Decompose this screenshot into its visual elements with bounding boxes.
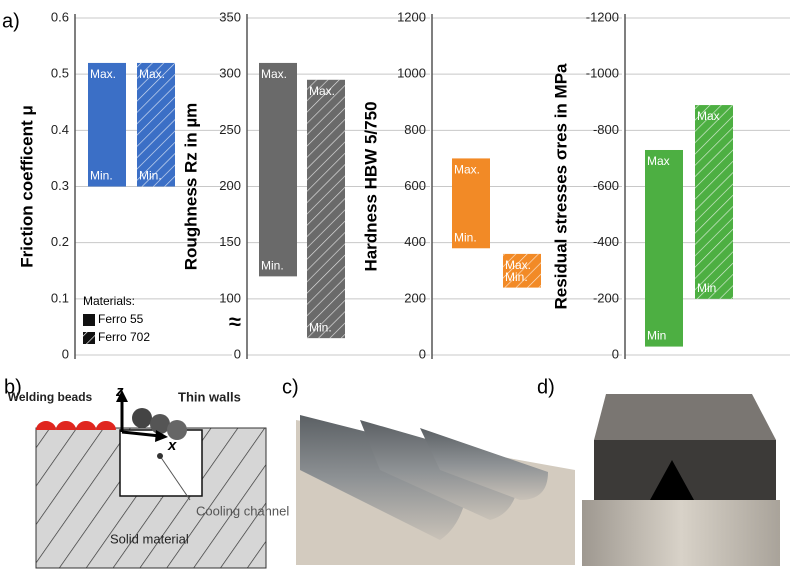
- axis-break: ≈: [229, 309, 241, 334]
- bar: [259, 63, 297, 276]
- legend-swatch: [83, 314, 95, 326]
- panel-label: c): [282, 376, 299, 398]
- axis-z: z: [115, 383, 124, 400]
- y-tick-label: -1200: [586, 9, 619, 24]
- y-tick-label: -400: [593, 234, 619, 249]
- bar-label: Max.: [90, 67, 116, 81]
- y-tick-label: 0: [234, 346, 241, 361]
- bar-label: Min.: [505, 270, 528, 284]
- legend-title: Materials:: [83, 294, 135, 308]
- bar-label: Max.: [454, 163, 480, 177]
- y-tick-label: -800: [593, 122, 619, 137]
- bar: [645, 150, 683, 347]
- bar-label: Min: [697, 281, 716, 295]
- y-tick-label: 0.3: [51, 178, 69, 193]
- y-tick-label: 800: [404, 122, 426, 137]
- y-tick-label: 600: [404, 178, 426, 193]
- y-tick-label: 300: [219, 66, 241, 81]
- bar-label: Min.: [139, 169, 162, 183]
- bar-label: Min.: [90, 169, 113, 183]
- bar-label: Min.: [261, 259, 284, 273]
- bar-label: Min: [647, 329, 666, 343]
- panel-label: a): [2, 10, 20, 32]
- y-axis-title: Roughness Rz in µm: [181, 103, 200, 271]
- y-tick-label: 0: [62, 346, 69, 361]
- thin-wall: [150, 414, 170, 434]
- y-tick-label: 0.6: [51, 9, 69, 24]
- legend-label: Ferro 55: [98, 312, 144, 326]
- label: Thin walls: [178, 389, 241, 404]
- bar-hatch: [695, 105, 733, 299]
- photo-base: [582, 500, 780, 566]
- y-tick-label: -600: [593, 178, 619, 193]
- y-tick-label: 0.4: [51, 122, 69, 137]
- label: Welding beads: [8, 390, 93, 404]
- y-tick-label: 350: [219, 9, 241, 24]
- y-tick-label: 0.1: [51, 290, 69, 305]
- y-tick-label: -200: [593, 290, 619, 305]
- y-axis-title: Residual stresses σres in MPa: [551, 63, 570, 310]
- y-tick-label: 1200: [397, 9, 426, 24]
- y-tick-label: 400: [404, 234, 426, 249]
- y-tick-label: 150: [219, 234, 241, 249]
- leader-dot: [157, 453, 163, 459]
- y-tick-label: 0: [612, 346, 619, 361]
- bar-label: Max.: [261, 67, 287, 81]
- y-tick-label: 0.2: [51, 234, 69, 249]
- legend-label: Ferro 702: [98, 330, 150, 344]
- bar-label: Max: [647, 154, 670, 168]
- y-axis-title: Hardness HBW 5/750: [361, 101, 380, 271]
- panel-c: c): [282, 376, 575, 565]
- y-tick-label: 0.5: [51, 66, 69, 81]
- y-tick-label: -1000: [586, 66, 619, 81]
- figure: a) 0 0.1 0.2 0.3 0.4 0.5 0.6 Friction coefficen…: [0, 0, 791, 569]
- y-tick-label: 200: [404, 290, 426, 305]
- panel-label: d): [537, 376, 555, 398]
- y-tick-label: 250: [219, 122, 241, 137]
- bar-label: Max.: [139, 67, 165, 81]
- panel-b: b) Welding beads z x Thin walls Cooling …: [4, 376, 289, 568]
- bar-label: Min.: [454, 230, 477, 244]
- thin-wall: [132, 408, 152, 428]
- label: Solid material: [110, 531, 189, 546]
- bar-hatch: [307, 80, 345, 338]
- charts: 0 0.1 0.2 0.3 0.4 0.5 0.6 Friction coefficent μ…: [17, 9, 790, 361]
- y-tick-label: 1000: [397, 66, 426, 81]
- label: Cooling channel: [196, 503, 289, 518]
- cooling-channel: [120, 430, 202, 496]
- legend-hatch: [83, 332, 95, 344]
- photo-top: [594, 394, 776, 440]
- bar-label: Max.: [309, 84, 335, 98]
- bar-label: Max: [697, 109, 720, 123]
- axis-x: x: [167, 437, 177, 454]
- y-tick-label: 0: [419, 346, 426, 361]
- y-tick-label: 200: [219, 178, 241, 193]
- y-tick-label: 100: [219, 290, 241, 305]
- bar-label: Min.: [309, 320, 332, 334]
- y-axis-title: Friction coefficent μ: [17, 105, 36, 267]
